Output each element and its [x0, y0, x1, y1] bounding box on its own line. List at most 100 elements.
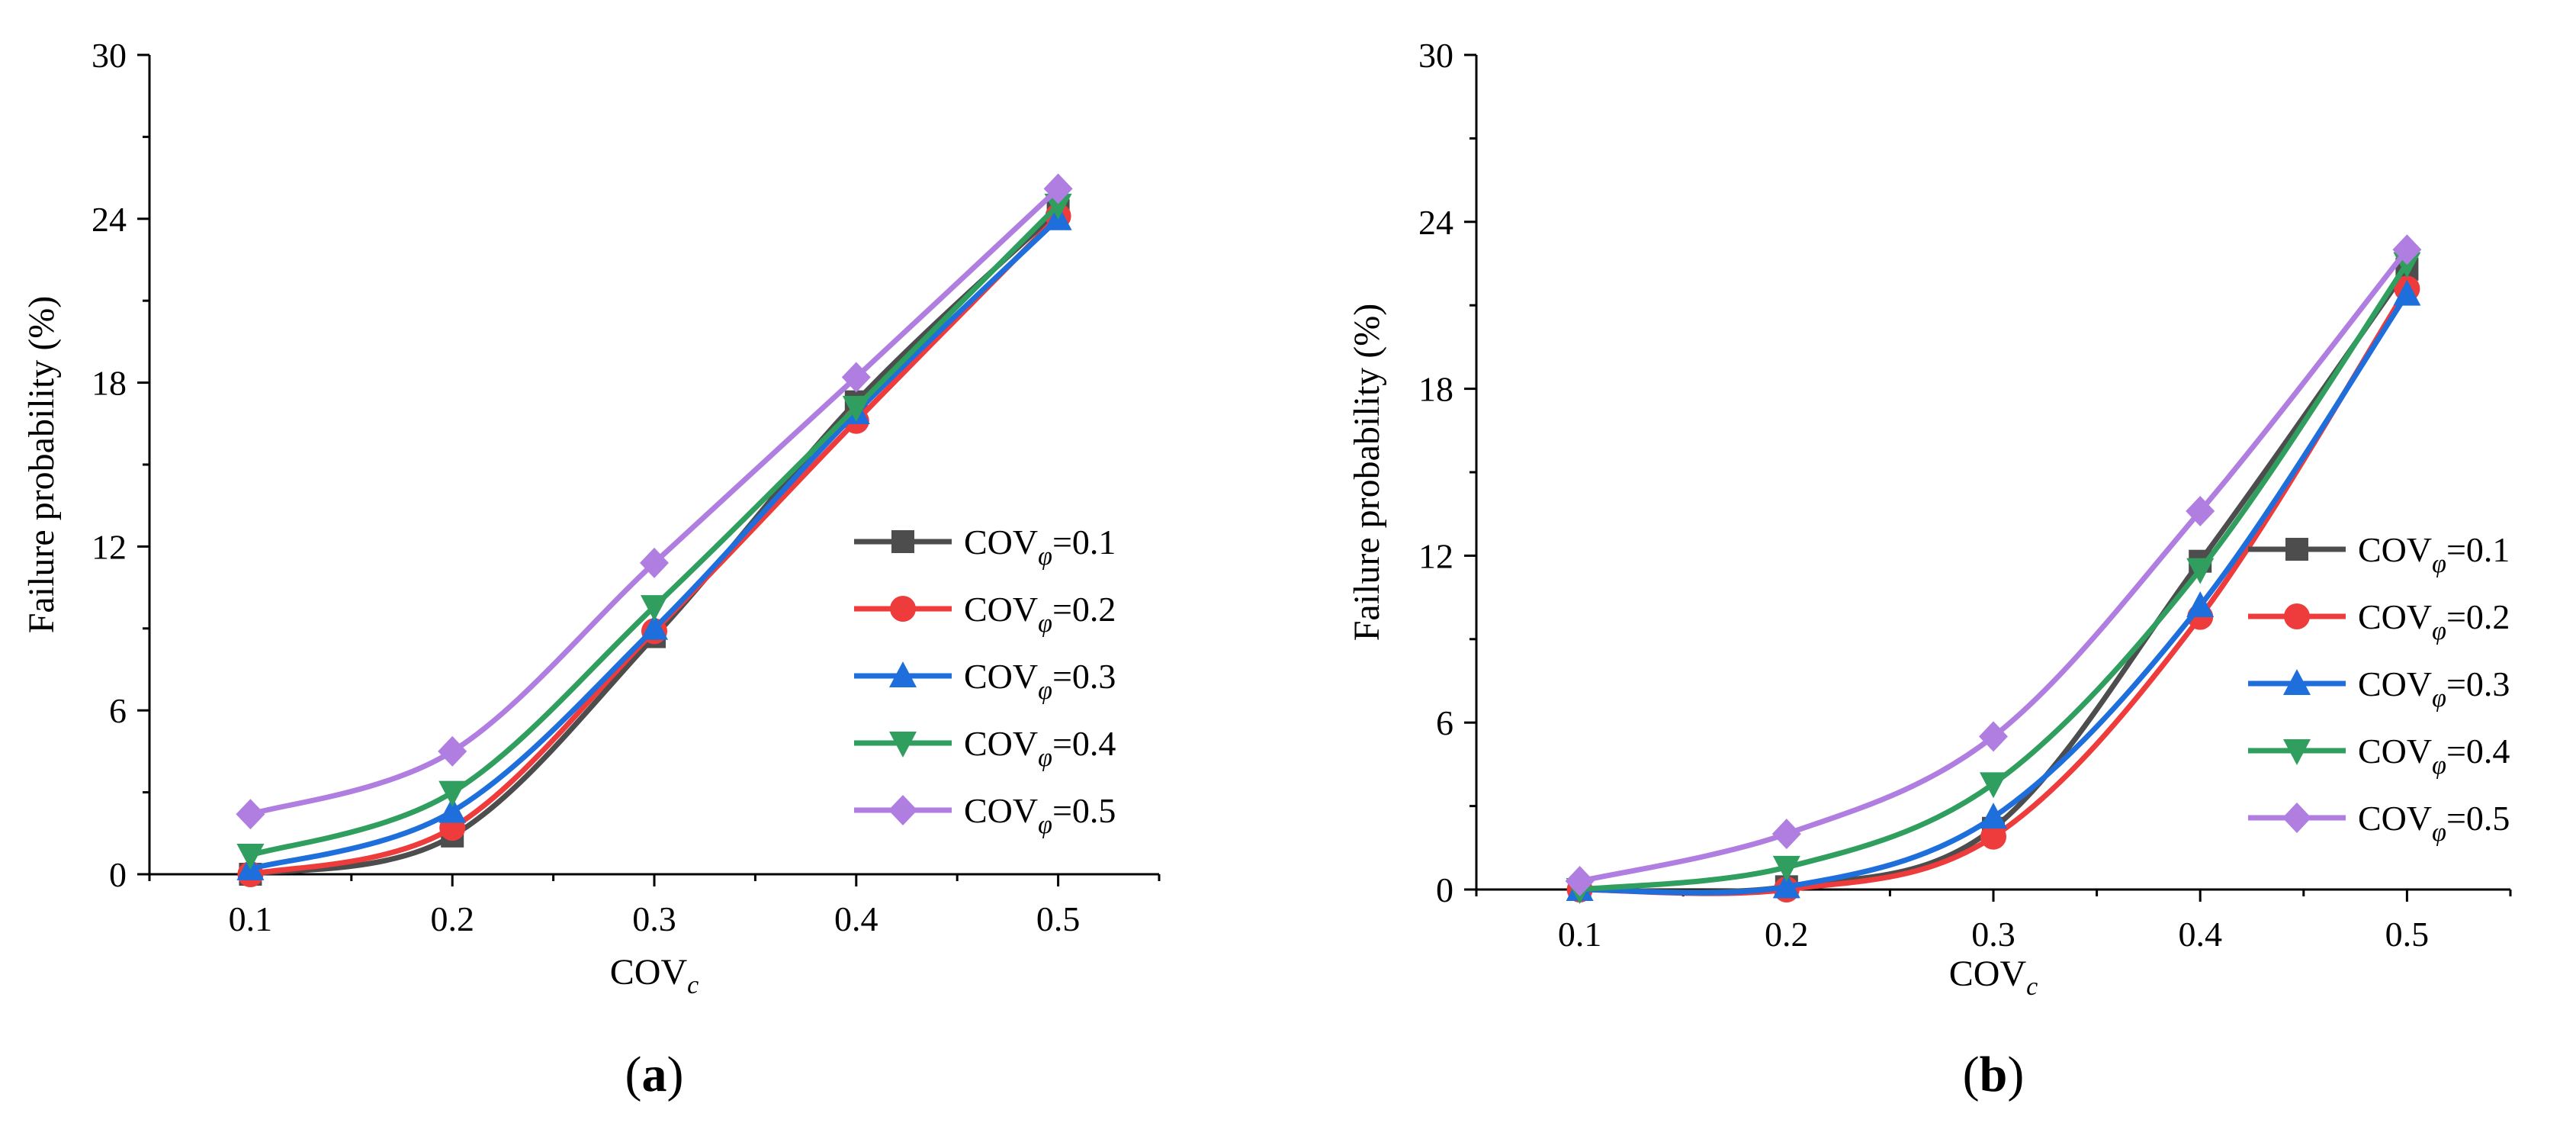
data-point-series5-1 [1565, 866, 1595, 897]
legend-label-2: COVφ=0.2 [2358, 597, 2510, 645]
data-point-series5-3 [640, 547, 669, 578]
legend-label-subscript: φ [1038, 542, 1052, 571]
legend-label-value: =0.3 [1052, 657, 1116, 696]
data-point-series2-3 [1980, 823, 2006, 850]
x-tick-label: 0.1 [1558, 915, 1602, 954]
legend-label-1: COVφ=0.1 [964, 523, 1116, 571]
legend-label-value: =0.2 [2446, 597, 2510, 636]
legend-label-value: =0.1 [1052, 523, 1116, 561]
y-tick-label: 30 [1418, 36, 1453, 75]
legend-label-main: COV [964, 590, 1038, 629]
panel-label-letter: a [642, 1047, 667, 1102]
x-tick-label: 0.3 [632, 899, 676, 938]
y-tick-label: 0 [1436, 870, 1453, 909]
legend-label-4: COVφ=0.4 [2358, 732, 2510, 780]
data-point-series3-3 [1980, 803, 2007, 829]
y-tick-label: 18 [1418, 370, 1453, 409]
x-tick-label: 0.4 [2178, 915, 2222, 954]
legend-label-main: COV [964, 724, 1038, 763]
y-tick-label: 6 [109, 691, 127, 730]
legend-label-main: COV [2358, 732, 2432, 771]
series-line-3 [1579, 292, 2410, 896]
data-point-series3-3 [641, 613, 668, 640]
legend-label-subscript: φ [1038, 744, 1052, 772]
data-point-series3-2 [1772, 872, 1800, 899]
legend-marker-5 [888, 795, 917, 825]
x-tick-label: 0.3 [1971, 915, 2016, 954]
series-line-2 [249, 214, 1061, 877]
y-axis-title: Failure probability (%) [21, 296, 62, 634]
panel-label: (a) [625, 1047, 684, 1102]
panel-label-close: ) [2007, 1047, 2024, 1102]
legend-label-value: =0.2 [1052, 590, 1116, 629]
panel-label-close: ) [667, 1047, 684, 1102]
legend-marker-4 [2283, 739, 2311, 765]
legend-label-3: COVφ=0.3 [964, 657, 1116, 705]
legend-label-5: COVφ=0.5 [2358, 799, 2510, 847]
series-line-4 [1579, 262, 2410, 893]
legend-label-main: COV [2358, 530, 2432, 569]
data-point-series4-4 [842, 395, 870, 422]
series-line-5 [249, 186, 1060, 817]
legend-label-subscript: φ [1038, 610, 1052, 638]
y-axis-title: Failure probability (%) [1347, 304, 1387, 642]
x-axis-title-main: COV [610, 952, 688, 992]
legend-label-main: COV [2358, 597, 2432, 636]
data-point-series4-2 [1772, 855, 1800, 882]
legend-label-5: COVφ=0.5 [964, 791, 1116, 839]
data-point-series5-3 [1979, 721, 2008, 752]
legend-label-subscript: φ [2432, 550, 2446, 578]
y-tick-label: 6 [1436, 703, 1453, 742]
data-point-series5-5 [1043, 173, 1073, 204]
legend-label-subscript: φ [2432, 751, 2446, 780]
y-tick-label: 18 [92, 364, 127, 403]
data-point-series5-2 [1771, 819, 1801, 850]
data-point-series4-1 [236, 843, 265, 870]
x-tick-label: 0.2 [430, 899, 474, 938]
data-point-series3-5 [2393, 279, 2421, 306]
legend-label-4: COVφ=0.4 [964, 724, 1116, 772]
data-point-series4-3 [641, 595, 668, 622]
panel-label-letter: b [1980, 1047, 2008, 1102]
data-point-series3-2 [438, 796, 467, 823]
legend-label-main: COV [964, 523, 1038, 561]
x-tick-label: 0.1 [229, 899, 273, 938]
data-point-series4-2 [438, 780, 467, 807]
data-point-series5-4 [2186, 496, 2215, 527]
data-point-series4-4 [2186, 558, 2215, 584]
x-tick-label: 0.2 [1765, 915, 1809, 954]
legend-label-subscript: φ [1038, 811, 1052, 839]
y-tick-label: 24 [1418, 203, 1453, 242]
legend-label-main: COV [964, 657, 1038, 696]
panel-label: (b) [1963, 1047, 2025, 1102]
x-axis-title: COVc [610, 952, 699, 999]
legend-label-main: COV [964, 791, 1038, 830]
x-tick-label: 0.4 [834, 899, 878, 938]
x-axis-title-subscript: c [687, 971, 699, 999]
panel-label-open: ( [625, 1047, 642, 1102]
legend-label-value: =0.1 [2446, 530, 2510, 569]
panel-label-open: ( [1963, 1047, 1980, 1102]
legend-label-subscript: φ [2432, 617, 2446, 645]
legend-marker-4 [889, 732, 917, 758]
series-line-5 [1579, 248, 2410, 884]
legend-marker-2 [890, 596, 916, 622]
data-point-series3-4 [2186, 591, 2215, 618]
y-tick-label: 30 [92, 36, 127, 75]
legend-label-main: COV [2358, 799, 2432, 838]
data-point-series5-4 [841, 362, 871, 393]
y-tick-label: 12 [92, 527, 127, 566]
legend-label-subscript: φ [2432, 819, 2446, 847]
legend-label-value: =0.5 [2446, 799, 2510, 838]
series-line-1 [1579, 267, 2410, 895]
legend-label-3: COVφ=0.3 [2358, 664, 2510, 713]
legend-marker-3 [2283, 669, 2311, 695]
y-tick-label: 24 [92, 200, 127, 239]
legend-label-subscript: φ [1038, 677, 1052, 705]
x-tick-label: 0.5 [2385, 915, 2430, 954]
x-axis-title: COVc [1949, 954, 2038, 1001]
data-point-series5-5 [2392, 234, 2422, 265]
series-line-3 [249, 217, 1061, 872]
legend-marker-5 [2282, 803, 2311, 833]
